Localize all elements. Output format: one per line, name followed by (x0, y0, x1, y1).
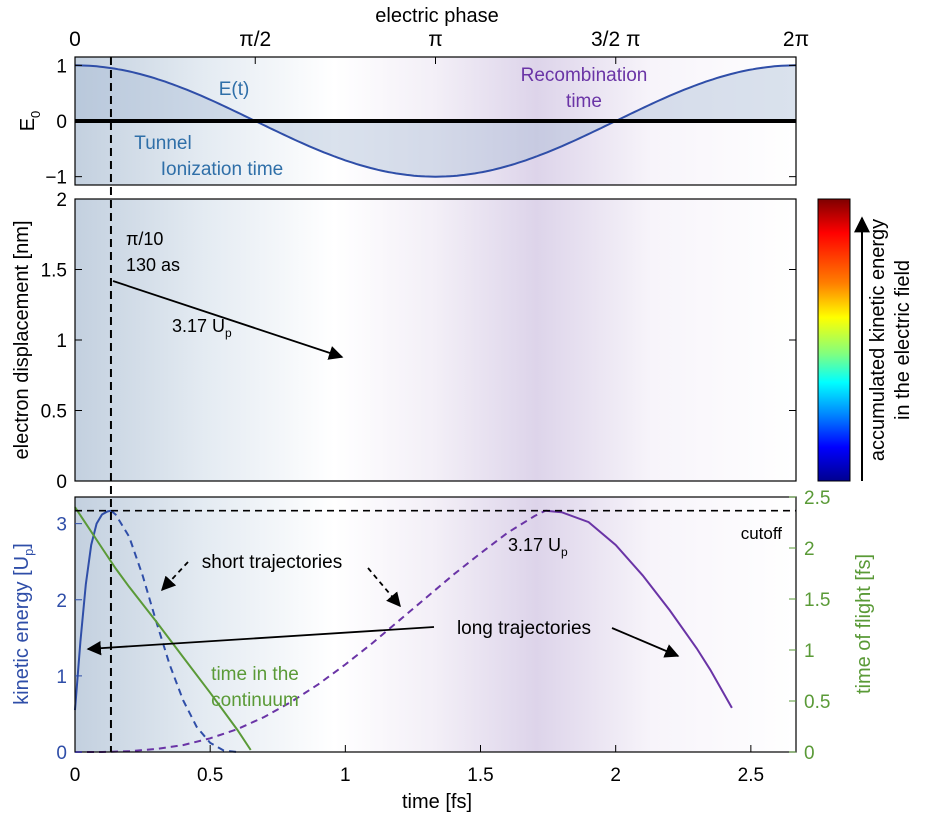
continuum-label-line1: time in the (211, 664, 299, 685)
energy-y-axis-label: kinetic energy [Up] (11, 543, 36, 705)
x-axis-ticks: 0 0.5 1 1.5 2 2.5 (70, 745, 764, 786)
tof-y-tick-label: 2 (804, 539, 815, 560)
panel-displacement: 0 0.5 1 1.5 2 electron displacement [nm] π/1… (11, 190, 797, 493)
x-axis-tick-label: 0 (70, 765, 81, 786)
displacement-y-axis-label: electron displacement [nm] (11, 220, 33, 459)
colorbar-label-line1: accumulated kinetic energy (867, 219, 889, 461)
tof-y-tick-label: 0 (804, 743, 815, 764)
energy-y-tick-label: 2 (56, 591, 67, 612)
x-axis-tick-label: 2.5 (738, 765, 764, 786)
field-y-tick-label: 0 (56, 112, 67, 133)
tof-y-tick-label: 1 (804, 641, 815, 662)
tof-y-tick-label: 1.5 (804, 590, 830, 611)
panel-energy-frame (74, 496, 797, 753)
panel-field: 0 π/2 π 3/2 π 2π electric phase 10−1 E0 E(t)… (17, 5, 809, 189)
cutoff-label: cutoff (741, 524, 783, 543)
tof-y-ticks: 0 0.5 1 1.5 2 2.5 (789, 488, 830, 764)
recombination-label-line1: Recombination (521, 65, 648, 86)
displacement-y-tick-label: 1 (56, 331, 67, 352)
phase-annotation: π/10 (126, 229, 163, 249)
tof-y-tick-label: 0.5 (804, 692, 830, 713)
energy-y-tick-label: 3 (56, 515, 67, 536)
panel-energy: 0 1 2 3 0 0.5 1 1.5 2 2.5 0 0.5 1 1.5 2 2.5 time [fs]… (11, 488, 875, 813)
kinetic-energy-series (75, 509, 546, 753)
displacement-y-tick-label: 0 (56, 472, 67, 493)
kinetic-energy-series (545, 509, 733, 709)
tof-y-tick-label: 2.5 (804, 488, 830, 509)
displacement-y-tick-label: 0.5 (41, 402, 67, 423)
field-y-tick-label: −1 (45, 168, 67, 189)
top-axis-ticks: 0 π/2 π 3/2 π 2π (69, 28, 809, 64)
x-axis-tick-label: 1 (340, 765, 351, 786)
colorbar-label-line2: in the electric field (892, 260, 914, 420)
top-axis-title: electric phase (375, 5, 498, 27)
long-arrow-right (611, 627, 680, 658)
panel-displacement-background (75, 199, 796, 481)
displacement-y-ticks: 0 0.5 1 1.5 2 (41, 190, 796, 493)
tunnel-label-line2: Ionization time (161, 159, 284, 180)
top-axis-tick-label: 0 (69, 28, 81, 51)
energy-series-group (74, 506, 733, 753)
top-axis-tick-label: 2π (783, 28, 809, 51)
x-axis-label: time [fs] (402, 791, 472, 813)
field-curve-series (74, 64, 797, 178)
energy-y-ticks: 0 1 2 3 (56, 515, 82, 764)
colorbar: accumulated kinetic energy in the electr… (817, 198, 914, 482)
long-arrow-left (86, 626, 435, 656)
energy-y-tick-label: 0 (56, 743, 67, 764)
tof-y-axis-label: time of flight [fs] (853, 554, 875, 694)
colorbar-gradient (817, 198, 851, 482)
top-axis-tick-label: 3/2 π (591, 28, 641, 51)
displacement-y-tick-label: 2 (56, 190, 67, 211)
panel-energy-background (75, 497, 796, 752)
displacement-y-tick-label: 1.5 (41, 261, 67, 282)
cutoff-energy-annotation: 3.17 Up (172, 316, 232, 340)
field-label: E(t) (219, 79, 250, 100)
highlight-arrow (112, 280, 344, 360)
x-axis-tick-label: 2 (610, 765, 621, 786)
long-trajectories-label: long trajectories (457, 618, 591, 639)
energy-y-tick-label: 1 (56, 667, 67, 688)
continuum-label-line2: continuum (211, 690, 299, 711)
time-in-continuum-series (74, 506, 252, 751)
recombination-label-line2: time (566, 91, 602, 112)
short-trajectories-label: short trajectories (202, 552, 342, 573)
field-y-axis-label: E0 (17, 111, 43, 132)
x-axis-tick-label: 0.5 (197, 765, 223, 786)
tunnel-label-line1: Tunnel (134, 133, 191, 154)
top-axis-tick-label: π/2 (239, 28, 271, 51)
time-annotation: 130 as (126, 255, 180, 275)
short-arrow-left (161, 561, 189, 592)
top-axis-tick-label: π (428, 28, 443, 51)
cutoff-energy-label: 3.17 Up (508, 535, 568, 559)
field-y-ticks: 1 0 −1 (45, 56, 796, 189)
field-y-tick-label: 1 (56, 56, 67, 77)
x-axis-tick-label: 1.5 (467, 765, 493, 786)
